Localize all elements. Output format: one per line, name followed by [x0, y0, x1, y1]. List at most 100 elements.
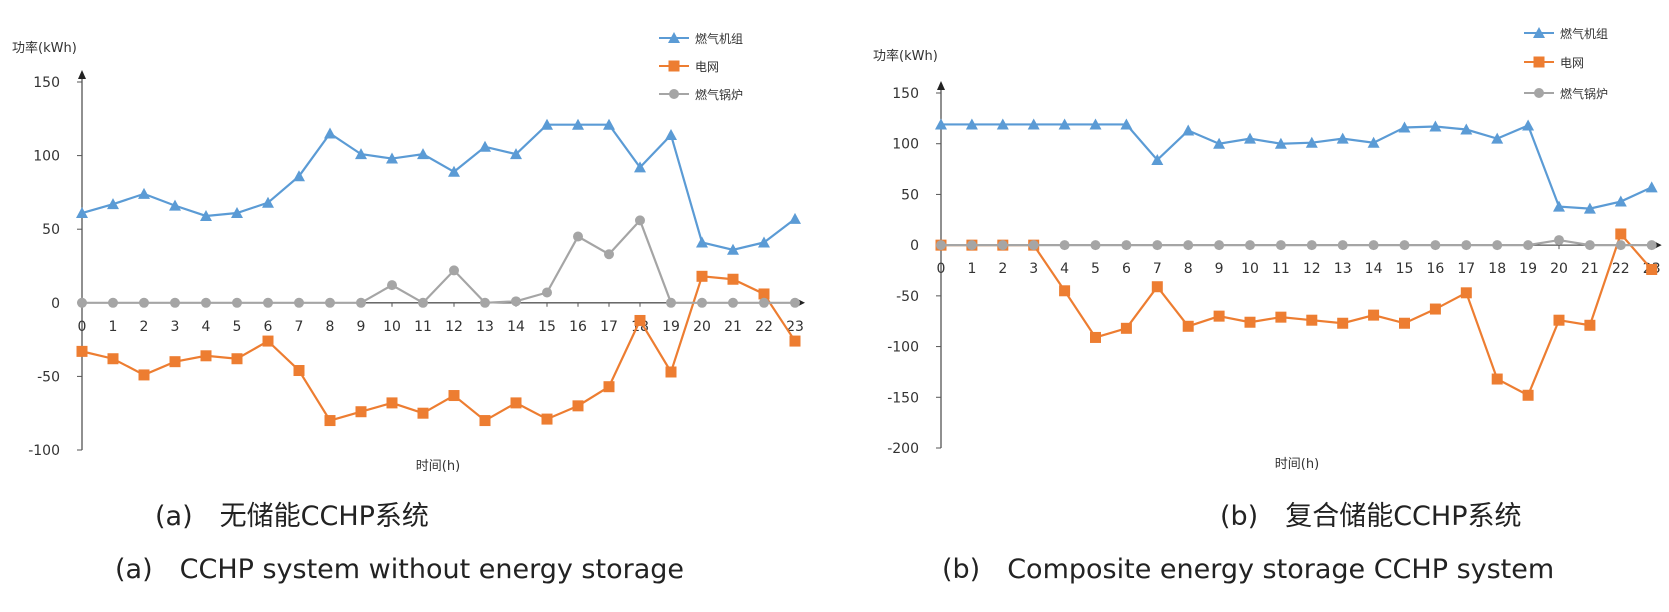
data-point — [1306, 240, 1317, 251]
series-grid — [935, 228, 1658, 401]
data-point — [759, 297, 769, 308]
x-tick-label: 4 — [1060, 261, 1069, 277]
data-point — [139, 297, 149, 308]
data-point — [1583, 202, 1596, 214]
x-tick-label: 18 — [1488, 261, 1506, 277]
data-point — [1059, 240, 1070, 251]
data-point — [1367, 136, 1380, 148]
data-point — [936, 240, 946, 251]
data-point — [1120, 118, 1133, 130]
data-point — [1491, 132, 1504, 144]
data-point — [200, 350, 212, 362]
x-tick-label: 3 — [1029, 261, 1038, 277]
data-point — [665, 128, 677, 140]
y-axis-arrow — [937, 81, 945, 90]
x-tick-label: 3 — [171, 319, 180, 335]
y-tick-label: -50 — [896, 289, 919, 305]
data-point — [1337, 240, 1348, 251]
data-point — [262, 335, 274, 347]
data-point — [541, 413, 553, 425]
data-point — [1274, 137, 1287, 149]
data-point — [696, 236, 708, 248]
data-point — [1183, 240, 1194, 251]
data-point — [603, 381, 615, 393]
y-axis-title: 功率(kWh) — [873, 48, 938, 64]
x-tick-label: 0 — [937, 261, 946, 277]
data-point — [1553, 314, 1565, 326]
data-point — [634, 161, 646, 173]
data-point — [1090, 331, 1101, 343]
data-point — [386, 152, 398, 164]
series-gas-turbine — [935, 118, 1658, 214]
data-point — [107, 353, 119, 365]
data-point — [1584, 240, 1595, 251]
data-point — [1151, 281, 1163, 293]
data-point — [697, 297, 707, 308]
legend-label: 电网 — [695, 60, 719, 74]
data-point — [604, 249, 614, 260]
data-point — [479, 415, 491, 427]
data-point — [1336, 132, 1349, 144]
x-tick-label: 12 — [445, 319, 463, 335]
data-point — [965, 118, 978, 130]
data-point — [294, 297, 304, 308]
y-tick-label: 150 — [892, 86, 919, 102]
data-point — [324, 127, 336, 139]
series-grid — [76, 270, 801, 427]
series-line — [81, 275, 796, 422]
data-point — [665, 366, 677, 378]
x-tick-label: 14 — [1365, 261, 1383, 277]
data-point — [293, 365, 305, 377]
data-point — [789, 212, 801, 224]
data-point — [479, 140, 491, 152]
x-tick-label: 0 — [78, 319, 87, 335]
x-axis-title: 时间(h) — [1275, 457, 1319, 472]
data-point — [572, 400, 584, 412]
data-point — [603, 118, 615, 130]
x-tick-label: 22 — [755, 319, 773, 335]
x-tick-label: 12 — [1303, 261, 1321, 277]
data-point — [448, 390, 460, 402]
data-point — [200, 209, 212, 221]
data-point — [1244, 316, 1256, 328]
data-point — [635, 215, 645, 226]
data-point — [355, 148, 367, 160]
data-point — [449, 265, 459, 276]
data-point — [790, 297, 800, 308]
data-point — [728, 297, 738, 308]
data-point — [418, 297, 428, 308]
data-point — [262, 196, 274, 208]
x-tick-label: 1 — [967, 261, 976, 277]
x-tick-label: 4 — [202, 319, 211, 335]
data-point — [1646, 240, 1657, 251]
x-tick-label: 13 — [476, 319, 494, 335]
data-point — [996, 118, 1009, 130]
series-line — [81, 123, 796, 251]
data-point — [1614, 195, 1627, 207]
data-point — [356, 297, 366, 308]
y-tick-label: 100 — [892, 137, 919, 153]
data-point — [1182, 124, 1195, 136]
data-point — [510, 397, 522, 409]
data-point — [572, 118, 584, 130]
x-tick-label: 9 — [1215, 261, 1224, 277]
data-point — [1429, 303, 1441, 315]
data-point — [1058, 118, 1071, 130]
data-point — [573, 231, 583, 242]
x-tick-label: 9 — [357, 319, 366, 335]
data-point — [1615, 228, 1627, 240]
y-tick-label: -100 — [887, 340, 919, 356]
data-point — [1523, 240, 1534, 251]
data-point — [76, 207, 88, 219]
y-tick-label: 150 — [33, 75, 60, 91]
x-tick-label: 8 — [1184, 261, 1193, 277]
data-point — [1491, 373, 1503, 385]
legend-marker — [1534, 88, 1544, 98]
data-point — [1368, 309, 1380, 321]
data-point — [1429, 120, 1442, 132]
data-point — [355, 406, 367, 418]
